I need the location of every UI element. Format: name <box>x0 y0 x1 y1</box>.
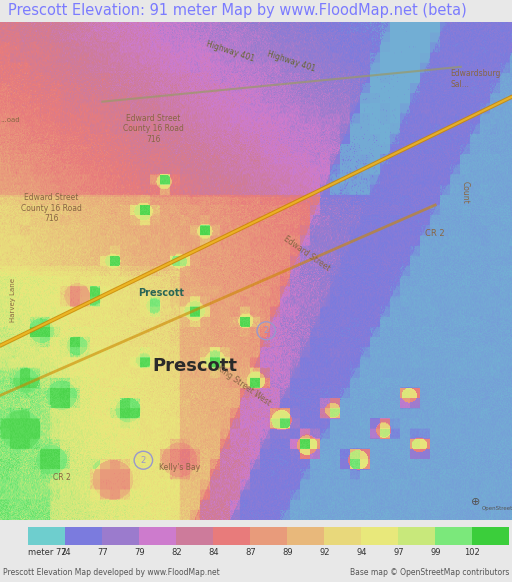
Text: Edward Street
County 16 Road
716: Edward Street County 16 Road 716 <box>123 113 184 144</box>
Bar <box>214 527 250 545</box>
Text: Prescott Elevation Map developed by www.FloodMap.net: Prescott Elevation Map developed by www.… <box>3 568 219 577</box>
Text: 92: 92 <box>319 548 330 557</box>
Bar <box>102 527 139 545</box>
Text: Count: Count <box>461 180 470 203</box>
Bar <box>324 527 361 545</box>
Text: 74: 74 <box>60 548 71 557</box>
Text: Prescott: Prescott <box>152 357 237 375</box>
Bar <box>287 527 324 545</box>
Text: 99: 99 <box>430 548 441 557</box>
Text: 82: 82 <box>171 548 182 557</box>
Text: Prescott: Prescott <box>138 288 184 298</box>
Text: King Street West: King Street West <box>215 363 272 407</box>
Text: Edward Street
County 16 Road
716: Edward Street County 16 Road 716 <box>21 193 81 223</box>
Text: 94: 94 <box>356 548 367 557</box>
Text: Base map © OpenStreetMap contributors: Base map © OpenStreetMap contributors <box>350 568 509 577</box>
Text: 79: 79 <box>134 548 144 557</box>
Bar <box>435 527 473 545</box>
Text: Kelly's Bay: Kelly's Bay <box>159 463 200 472</box>
Text: OpenStreetMap: OpenStreetMap <box>481 506 512 511</box>
Bar <box>65 527 102 545</box>
Text: 2: 2 <box>141 456 146 465</box>
Text: 89: 89 <box>282 548 293 557</box>
Bar <box>398 527 435 545</box>
Text: Highway 401: Highway 401 <box>205 40 255 64</box>
Bar <box>361 527 398 545</box>
Text: Edwardsburg
Sal...: Edwardsburg Sal... <box>451 69 501 88</box>
Text: 97: 97 <box>393 548 403 557</box>
Text: ⊕: ⊕ <box>471 497 480 507</box>
Text: CR 2: CR 2 <box>425 229 445 238</box>
Bar <box>176 527 214 545</box>
Text: 87: 87 <box>245 548 255 557</box>
Text: ...oad: ...oad <box>0 116 19 123</box>
Text: 2: 2 <box>264 327 269 335</box>
Text: Edward Street: Edward Street <box>282 235 331 273</box>
Text: 84: 84 <box>208 548 219 557</box>
Text: 102: 102 <box>464 548 480 557</box>
Bar <box>250 527 287 545</box>
Text: CR 2: CR 2 <box>53 473 70 482</box>
Text: Prescott Elevation: 91 meter Map by www.FloodMap.net (beta): Prescott Elevation: 91 meter Map by www.… <box>8 3 466 19</box>
Bar <box>28 527 65 545</box>
Text: Harvey Lane: Harvey Lane <box>10 278 16 322</box>
Text: meter 72: meter 72 <box>28 548 67 557</box>
Text: 77: 77 <box>97 548 108 557</box>
Text: Highway 401: Highway 401 <box>266 49 317 74</box>
Bar <box>139 527 176 545</box>
Bar <box>473 527 509 545</box>
